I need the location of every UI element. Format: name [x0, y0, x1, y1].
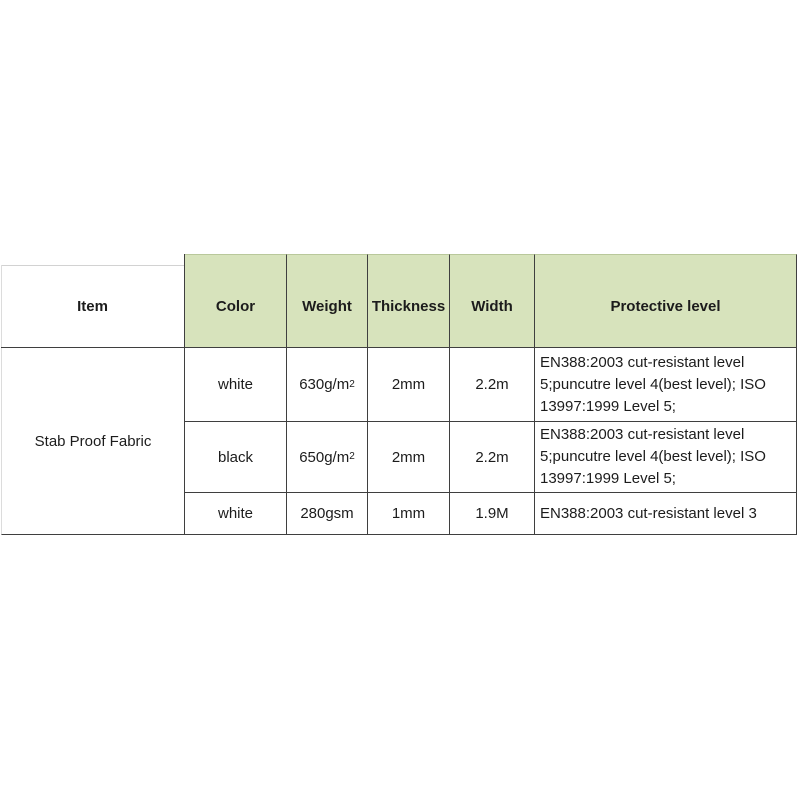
cell-row2-thickness: 2mm	[368, 422, 450, 493]
cell-row3-protective-level: EN388:2003 cut-resistant level 3	[535, 493, 797, 535]
product-spec-table: Item Color Weight Thickness Width Protec…	[1, 254, 797, 535]
cell-row2-color: black	[185, 422, 287, 493]
header-width-label: Width	[471, 298, 513, 315]
cell-row1-thickness: 2mm	[368, 348, 450, 422]
header-protective-level-label: Protective level	[610, 298, 721, 315]
header-weight-label: Weight	[302, 298, 352, 315]
item-name-label: Stab Proof Fabric	[34, 432, 152, 450]
cell-row2-protective-level: EN388:2003 cut-resistant level 5;puncutr…	[535, 422, 797, 493]
header-cell-thickness: Thickness	[368, 254, 450, 348]
cell-row3-weight: 280gsm	[287, 493, 368, 535]
cell-row2-weight: 650g/m 2	[287, 422, 368, 493]
header-cell-weight: Weight	[287, 254, 368, 348]
cell-row1-color: white	[185, 348, 287, 422]
cell-row2-width: 2.2m	[450, 422, 535, 493]
header-color-label: Color	[215, 298, 256, 315]
row1-weight-value: 630g/m	[299, 376, 350, 393]
header-thickness-label: Thickness	[371, 298, 446, 315]
header-cell-protective-level: Protective level	[535, 254, 797, 348]
row2-weight-value: 650g/m	[299, 448, 350, 466]
cell-row3-color: white	[185, 493, 287, 535]
header-cell-width: Width	[450, 254, 535, 348]
cell-row3-thickness: 1mm	[368, 493, 450, 535]
header-cell-color: Color	[185, 254, 287, 348]
cell-row1-width: 2.2m	[450, 348, 535, 422]
cell-row3-width: 1.9M	[450, 493, 535, 535]
item-name-cell: Stab Proof Fabric	[1, 348, 185, 535]
cell-row1-protective-level: EN388:2003 cut-resistant level 5;puncutr…	[535, 348, 797, 422]
header-cell-item: Item	[1, 254, 185, 348]
row3-weight-value: 280gsm	[300, 505, 354, 522]
header-item-label: Item	[77, 297, 108, 315]
cell-row1-weight: 630g/m 2	[287, 348, 368, 422]
